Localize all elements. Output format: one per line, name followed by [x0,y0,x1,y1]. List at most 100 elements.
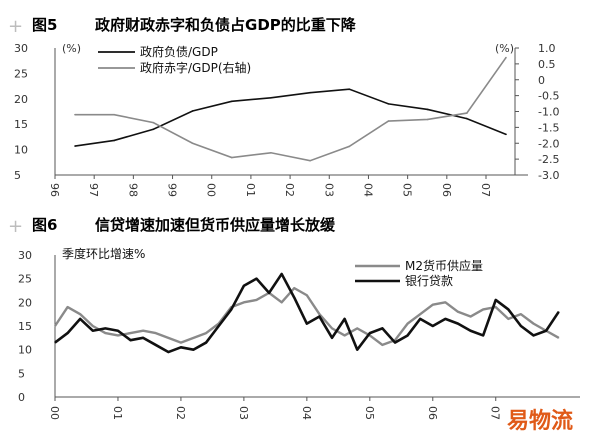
chart2-data-point [532,334,535,337]
chart1-x-tick-labels: 96 97 98 99 00 01 02 03 04 05 06 07 [48,175,492,197]
chart1-data-point [466,112,468,114]
chart2-data-point [54,325,56,327]
chart1-data-point [230,156,233,159]
watermark-logo: 易物流 [500,400,598,436]
chart1-data-point [152,121,155,124]
chart1-y2tick-label: -2.5 [538,153,559,166]
chart2-plus-mark: + [8,216,23,237]
chart2-data-point [419,313,421,315]
chart2-data-point [306,294,308,296]
chart2-ytick-label: 0 [18,391,25,404]
chart2-data-point [255,299,258,301]
chart1-xtick-label: 04 [361,183,374,197]
chart2-data-point [545,330,547,332]
watermark-text: 易物流 [507,408,573,434]
chart1-y2tick-label: 1.0 [538,42,556,55]
chart2-data-point [444,301,446,303]
chart2-data-point [192,337,195,339]
chart2-ytick-label: 10 [18,344,32,357]
chart2-data-point [394,341,396,344]
chart2-data-point [520,325,522,327]
chart1-xtick-label: 03 [322,183,335,197]
chart2-data-point [167,351,169,353]
chart2-data-point [155,332,157,334]
chart1-figure-no: 图5 [32,16,57,34]
chart2-data-point [255,278,258,280]
chart2-data-point [344,318,346,320]
chart2-ytick-label: 15 [18,320,32,333]
chart2-data-point [381,344,384,346]
chart2-figure-no: 图6 [32,216,57,234]
chart2-data-point [331,337,333,339]
chart1-xtick-label: 00 [205,183,218,197]
chart2-ytick-label: 30 [18,249,32,262]
chart2-ytick-labels: 0 5 10 15 20 25 30 [18,249,32,404]
chart1-y2tick-label: -2.0 [538,137,559,150]
chart2-data-point [104,332,106,334]
chart2-data-point [331,327,333,329]
chart1-data-point [191,110,194,112]
chart2-data-point [356,349,358,351]
chart2-ytick-label: 5 [18,367,25,380]
chart2-xtick-label: 06 [426,406,439,420]
chart2-data-point [419,318,421,320]
chart2-data-point [406,323,409,325]
chart2-data-point [444,318,446,320]
chart2-data-point [558,337,560,339]
chart1-ytick-label: 10 [14,144,28,157]
chart2-ytick-label: 20 [18,296,32,309]
chart2-data-point [356,327,358,329]
chart2-data-point [281,273,283,275]
chart2-x-tick-labels: 00 01 02 03 04 05 06 07 [48,397,502,420]
chart2-data-point [507,308,509,311]
chart2-xtick-label: 05 [363,406,376,420]
chart2-data-point [281,301,283,303]
chart1-data-point [191,142,194,145]
chart1-ytick-label: 30 [14,42,28,55]
chart2-data-point [79,318,81,320]
chart2-xtick-label: 00 [48,406,61,420]
chart2-ytick-label: 25 [18,273,32,286]
chart1-ytick-label: 15 [14,118,28,131]
chart1-header: + 图5 政府财政赤字和负债占GDP的比重下降 [8,16,357,37]
chart2-data-point [167,337,169,339]
chart2-data-point [155,344,157,346]
chart1-xtick-label: 98 [126,183,139,197]
chart2-data-point [369,332,371,334]
chart2-data-point [205,332,207,334]
chart1-left-tick-labels: 5 10 15 20 25 30 [14,42,28,182]
chart2-data-point [79,313,81,315]
chart2-data-point [142,330,144,332]
chart2-data-point [129,339,132,341]
chart2-data-point [66,306,69,308]
chart1-data-point [505,133,507,136]
chart2-data-point [520,313,522,315]
chart1-data-point [309,91,311,94]
chart2-xtick-label: 07 [489,406,502,420]
chart2-data-point [243,301,245,303]
chart2-title: 信贷增速加速但货币供应量增长放缓 [95,216,336,234]
chart2-data-point [306,323,308,325]
chart2-data-point [92,330,94,332]
chart1-data-point [466,117,468,120]
chart2-data-point [406,334,409,337]
chart1-data-point [348,145,351,148]
chart2-data-point [192,349,195,351]
chart1-series-deficit [74,56,507,162]
chart2-xtick-label: 01 [111,406,124,420]
chart2-header: + 图6 信贷增速加速但货币供应量增长放缓 [8,216,336,237]
chart2-series-loans [54,272,560,354]
chart2-data-point [180,346,182,348]
chart2-data-point [469,315,472,318]
chart1-right-unit: (%) [495,42,514,55]
chart2-data-point [344,334,346,337]
chart1-data-point [270,151,272,154]
chart1-right-tick-labels: -3.0 -2.5 -2.0 -1.5 -1.0 -0.5 0 0.5 1.0 [515,42,559,182]
chart1-ytick-label: 20 [14,93,28,106]
chart1-xtick-label: 99 [166,183,179,197]
chart1-y2tick-label: -1.0 [538,106,559,119]
